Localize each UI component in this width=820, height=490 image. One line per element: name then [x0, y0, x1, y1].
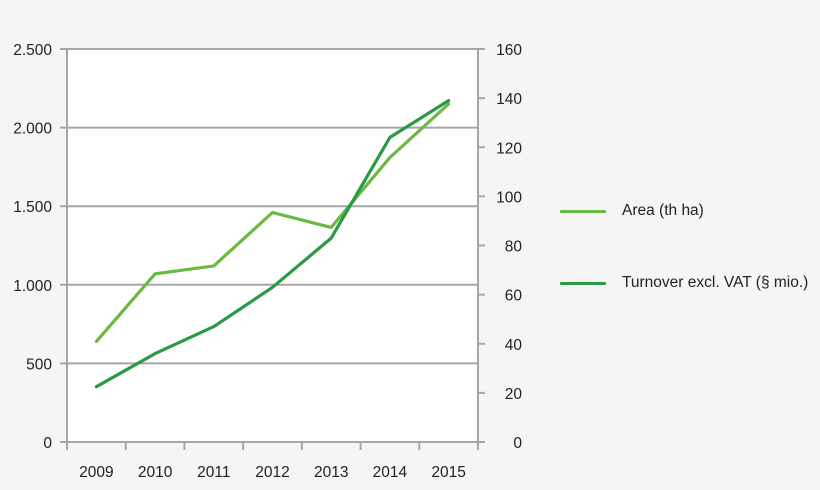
series-line-0: [94, 102, 451, 343]
right-y-axis: 0 20 40 60 80 100 120 140 160: [477, 42, 523, 452]
legend-swatch-turnover: [560, 281, 606, 285]
left-tick-label: 2.000: [13, 121, 52, 138]
right-tick-label: 120: [496, 140, 522, 157]
right-tick-label: 60: [505, 288, 523, 305]
legend-item-turnover: Turnover excl. VAT (§ mio.): [560, 270, 808, 296]
right-tick-label: 20: [505, 386, 523, 403]
gridlines: [67, 48, 478, 365]
x-tick-label: 2014: [373, 464, 408, 481]
left-tick-label: 1.000: [13, 278, 52, 295]
x-tick-label: 2009: [79, 464, 113, 481]
right-tick-label: 140: [496, 91, 522, 108]
x-tick-label: 2011: [197, 464, 230, 481]
left-tick-label: 0: [43, 435, 52, 452]
legend-item-area: Area (th ha): [560, 198, 704, 224]
x-tick-label: 2012: [255, 464, 289, 481]
x-axis: 2009 2010 2011 2012 2013 2014 2015: [60, 441, 485, 481]
legend-label-area: Area (th ha): [622, 202, 704, 219]
series-line-1: [94, 98, 451, 389]
x-tick-label: 2010: [138, 464, 173, 481]
legend-swatch-area: [560, 209, 606, 213]
left-tick-label: 500: [26, 356, 52, 373]
x-tick-label: 2013: [314, 464, 348, 481]
x-tick-label: 2015: [431, 464, 465, 481]
right-tick-label: 80: [505, 239, 523, 256]
left-tick-label: 1.500: [13, 199, 52, 216]
left-y-axis: 0 500 1.000 1.500 2.000 2.500: [13, 42, 68, 452]
series-lines: [94, 98, 451, 389]
right-tick-label: 40: [505, 337, 523, 354]
right-tick-label: 160: [496, 42, 522, 59]
plot-area: [67, 49, 478, 442]
left-tick-label: 2.500: [13, 42, 52, 59]
right-tick-label: 0: [513, 435, 522, 452]
legend-label-turnover: Turnover excl. VAT (§ mio.): [622, 274, 809, 291]
right-tick-label: 100: [496, 189, 522, 206]
